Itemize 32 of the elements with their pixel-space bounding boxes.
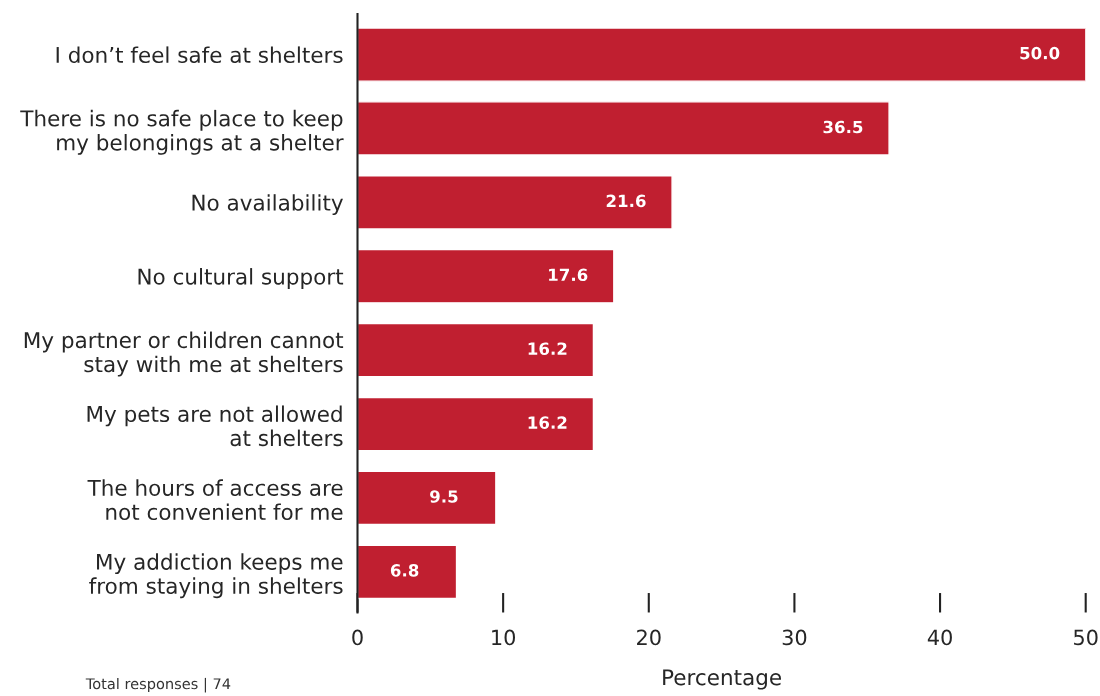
bar bbox=[357, 322, 595, 378]
bar bbox=[357, 544, 458, 600]
y-tick-label: My addiction keeps me from staying in shelters bbox=[89, 553, 343, 599]
y-tick-label: My pets are not allowed at shelters bbox=[87, 405, 343, 447]
bar bbox=[357, 248, 615, 304]
data-label: 6.8 bbox=[390, 564, 419, 577]
y-tick-label: I don’t feel safe at shelters bbox=[56, 46, 343, 64]
x-tick-label: 10 bbox=[492, 629, 516, 646]
data-label: 16.2 bbox=[528, 416, 567, 429]
bar bbox=[357, 27, 1086, 82]
x-tick-label: 50 bbox=[1074, 629, 1098, 646]
bar bbox=[357, 470, 497, 526]
x-tick-label: 30 bbox=[782, 629, 807, 646]
x-tick-label: 0 bbox=[352, 629, 363, 646]
data-label: 36.5 bbox=[823, 120, 863, 134]
data-label: 21.6 bbox=[606, 194, 646, 208]
data-label: 50.0 bbox=[1020, 46, 1060, 60]
x-tick-label: 20 bbox=[637, 629, 661, 646]
y-tick-label: No cultural support bbox=[138, 268, 344, 289]
y-tick-label: No availability bbox=[192, 194, 343, 216]
y-tick-label: There is no safe place to keep my belongings at a shelter bbox=[20, 109, 344, 155]
bar bbox=[357, 175, 673, 230]
x-tick-label: 40 bbox=[927, 629, 952, 646]
data-label: 9.5 bbox=[430, 490, 458, 503]
data-label: 16.2 bbox=[528, 342, 567, 355]
y-tick-label: The hours of access are not convenient for me bbox=[87, 479, 343, 521]
y-tick-label: My partner or children cannot stay with me at shelters bbox=[24, 331, 344, 377]
data-label: 17.6 bbox=[549, 268, 588, 282]
text: Total responses | 74 bbox=[85, 677, 231, 693]
bar bbox=[357, 101, 890, 156]
x-axis-title: Percentage bbox=[663, 669, 781, 690]
bar bbox=[357, 396, 595, 452]
